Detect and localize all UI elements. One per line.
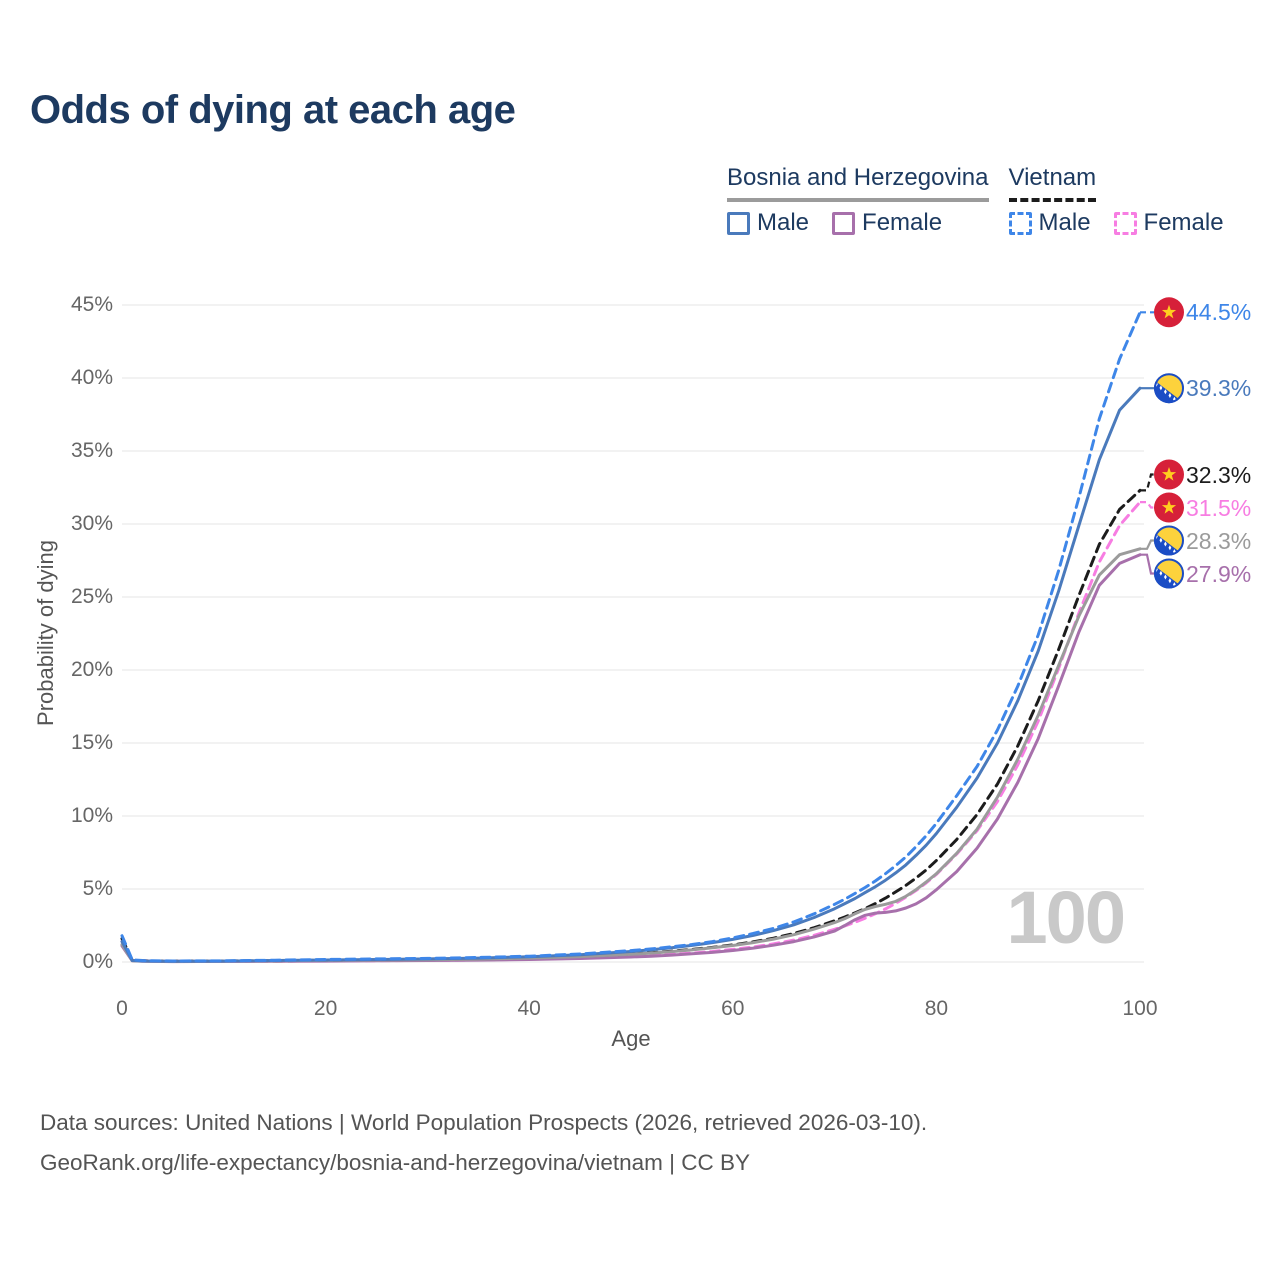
footer-data-sources: Data sources: United Nations | World Pop… xyxy=(40,1110,928,1135)
label-connectors xyxy=(1140,311,1154,575)
flag-vietnam-icon xyxy=(1154,297,1184,328)
legend-country-vietnam[interactable]: Vietnam xyxy=(1008,164,1097,202)
y-tick-label: 0% xyxy=(82,950,113,973)
label-connector xyxy=(1140,501,1154,509)
end-label-ba_a: 28.3% xyxy=(1186,527,1252,554)
series-lines xyxy=(120,310,1142,964)
end-label-ba_f: 27.9% xyxy=(1186,560,1252,587)
y-tick-label: 25% xyxy=(70,585,113,608)
y-tick-label: 30% xyxy=(70,512,113,535)
x-tick-label: 20 xyxy=(313,997,338,1020)
page-title: Odds of dying at each age xyxy=(30,88,516,132)
age-counter-watermark: 100 xyxy=(1007,876,1124,959)
legend-group-vietnam: Vietnam Male Female xyxy=(1008,164,1224,237)
label-connector xyxy=(1140,473,1154,492)
y-tick-label: 5% xyxy=(82,877,113,900)
legend-group-bosnia: Bosnia and Herzegovina Male Female xyxy=(727,164,989,237)
end-label-ba_m: 39.3% xyxy=(1186,375,1252,402)
series-line-ba_a xyxy=(120,547,1142,963)
y-tick-label: 10% xyxy=(70,804,113,827)
legend-item-label: Male xyxy=(757,209,810,236)
vietnam-male-swatch-icon xyxy=(1008,211,1032,235)
label-connector xyxy=(1140,539,1154,550)
vietnam-female-swatch-icon xyxy=(1113,211,1137,235)
legend-item-vietnam-female[interactable]: Female xyxy=(1113,209,1224,237)
x-tick-label: 80 xyxy=(924,997,949,1020)
legend-item-label: Female xyxy=(1143,209,1224,236)
end-label-vn_m: 44.5% xyxy=(1186,299,1252,326)
y-tick-label: 15% xyxy=(70,731,113,754)
flag-vietnam-icon xyxy=(1154,492,1184,523)
x-tick-label: 0 xyxy=(116,997,128,1020)
series-line-ba_m xyxy=(120,386,1142,963)
legend-item-vietnam-male[interactable]: Male xyxy=(1008,209,1091,237)
legend-item-label: Male xyxy=(1038,209,1091,236)
legend-item-bosnia-female[interactable]: Female xyxy=(832,209,942,237)
end-label-vn_f: 31.5% xyxy=(1186,494,1252,521)
flag-bosnia-icon xyxy=(1153,559,1185,591)
label-connector xyxy=(1140,553,1154,575)
series-line-vn_a xyxy=(120,488,1142,963)
flag-bosnia-icon xyxy=(1153,526,1185,558)
y-tick-label: 35% xyxy=(70,439,113,462)
x-tick-label: 60 xyxy=(721,997,745,1020)
bosnia-female-swatch-icon xyxy=(832,211,856,235)
gridlines xyxy=(122,304,1144,963)
footer-attribution: GeoRank.org/life-expectancy/bosnia-and-h… xyxy=(40,1150,750,1175)
series-line-vn_m xyxy=(120,310,1142,963)
legend-country-bosnia[interactable]: Bosnia and Herzegovina xyxy=(727,164,989,202)
x-axis-title: Age xyxy=(611,1026,651,1051)
series-line-vn_f xyxy=(120,500,1142,963)
flag-bosnia-icon xyxy=(1153,373,1185,405)
bosnia-male-swatch-icon xyxy=(727,211,750,235)
y-tick-label: 20% xyxy=(70,658,113,681)
flag-vietnam-icon xyxy=(1154,459,1184,490)
legend-item-bosnia-male[interactable]: Male xyxy=(727,209,809,237)
y-tick-label: 45% xyxy=(70,293,113,316)
x-tick-label: 40 xyxy=(517,997,541,1020)
flag-badges xyxy=(1153,297,1185,590)
y-axis-title: Probability of dying xyxy=(33,540,58,726)
end-label-vn_a: 32.3% xyxy=(1186,461,1252,488)
legend-item-label: Female xyxy=(862,209,943,236)
y-tick-label: 40% xyxy=(70,366,113,389)
x-tick-label: 100 xyxy=(1122,997,1158,1020)
legend: Bosnia and Herzegovina Male Female Vietn… xyxy=(727,164,1224,237)
